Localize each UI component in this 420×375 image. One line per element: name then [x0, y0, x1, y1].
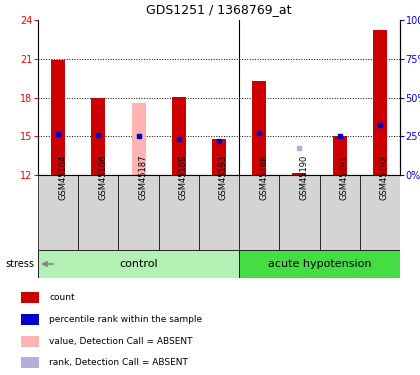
Bar: [172, 97, 186, 175]
Text: GSM45191: GSM45191: [340, 154, 349, 200]
Text: GSM45190: GSM45190: [299, 154, 308, 200]
Bar: [21, 314, 39, 325]
Bar: [38, 250, 239, 278]
Text: acute hypotension: acute hypotension: [268, 259, 371, 269]
Text: GSM45193: GSM45193: [219, 154, 228, 200]
Text: GSM45192: GSM45192: [380, 154, 389, 200]
Bar: [239, 175, 279, 250]
Bar: [279, 175, 320, 250]
Bar: [118, 175, 159, 250]
Bar: [159, 175, 199, 250]
Text: count: count: [50, 293, 75, 302]
Bar: [212, 140, 226, 175]
Text: stress: stress: [5, 259, 34, 269]
Text: control: control: [119, 259, 158, 269]
Bar: [360, 175, 400, 250]
Bar: [239, 250, 400, 278]
Text: percentile rank within the sample: percentile rank within the sample: [50, 315, 202, 324]
Bar: [91, 98, 105, 175]
Bar: [51, 60, 65, 175]
Bar: [320, 175, 360, 250]
Bar: [199, 175, 239, 250]
Text: GSM45187: GSM45187: [139, 154, 147, 200]
Bar: [252, 81, 266, 175]
Text: value, Detection Call = ABSENT: value, Detection Call = ABSENT: [50, 336, 193, 345]
Bar: [38, 175, 78, 250]
Title: GDS1251 / 1368769_at: GDS1251 / 1368769_at: [146, 3, 292, 16]
Text: rank, Detection Call = ABSENT: rank, Detection Call = ABSENT: [50, 358, 188, 368]
Bar: [21, 357, 39, 368]
Bar: [78, 175, 118, 250]
Bar: [21, 292, 39, 303]
Text: GSM45184: GSM45184: [58, 154, 67, 200]
Text: GSM45188: GSM45188: [259, 154, 268, 200]
Bar: [292, 172, 307, 175]
Bar: [333, 136, 346, 175]
Bar: [21, 336, 39, 346]
Bar: [373, 30, 387, 175]
Text: GSM45186: GSM45186: [98, 154, 108, 200]
Bar: [131, 104, 146, 175]
Text: GSM45189: GSM45189: [179, 154, 188, 200]
